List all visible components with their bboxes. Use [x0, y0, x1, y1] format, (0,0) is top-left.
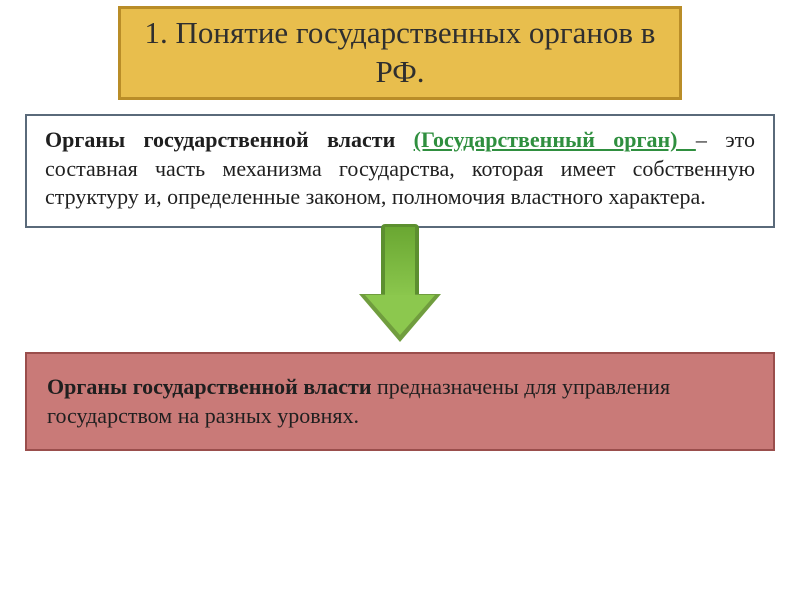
- title-box: 1. Понятие государственных органов в РФ.: [118, 6, 682, 100]
- title-text: 1. Понятие государственных органов в РФ.: [141, 14, 659, 92]
- definition-link[interactable]: (Государственный орган): [414, 127, 696, 152]
- definition-lead: Органы государственной власти: [45, 127, 414, 152]
- purpose-lead: Органы государственной власти: [47, 374, 372, 399]
- arrow-container: [0, 224, 800, 344]
- definition-box: Органы государственной власти (Государст…: [25, 114, 775, 228]
- arrow-stem-inner: [385, 227, 415, 299]
- down-arrow-icon: [359, 224, 441, 344]
- purpose-box: Органы государственной власти предназнач…: [25, 352, 775, 451]
- arrow-head-inner: [365, 295, 435, 335]
